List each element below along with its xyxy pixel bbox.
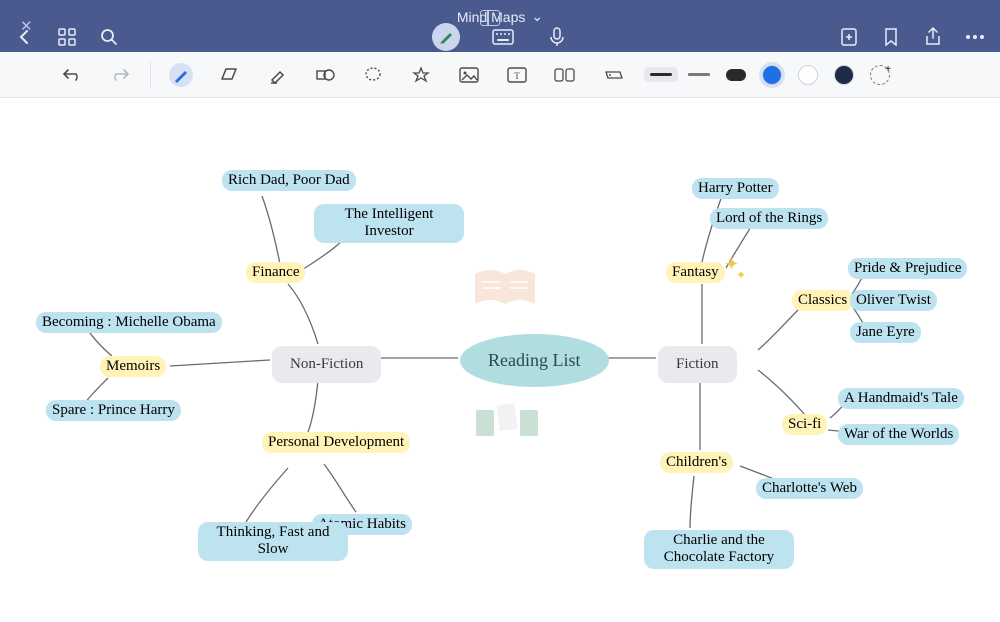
node-oliver[interactable]: Oliver Twist xyxy=(850,290,937,311)
bookmark-icon[interactable] xyxy=(880,26,902,48)
keyboard-icon[interactable] xyxy=(492,26,514,48)
node-charlie[interactable]: Charlie and the Chocolate Factory xyxy=(644,530,794,569)
elements-tool[interactable] xyxy=(553,63,577,87)
highlighter-tool[interactable] xyxy=(265,63,289,87)
node-classics[interactable]: Classics xyxy=(792,290,853,311)
shape-tool[interactable] xyxy=(313,63,337,87)
node-pride[interactable]: Pride & Prejudice xyxy=(848,258,967,279)
share-icon[interactable] xyxy=(922,26,944,48)
node-center[interactable]: Reading List xyxy=(460,334,609,387)
more-icon[interactable] xyxy=(964,26,986,48)
node-thinking[interactable]: Thinking, Fast and Slow xyxy=(198,522,348,561)
node-nonfiction[interactable]: Non-Fiction xyxy=(272,346,381,383)
node-scifi[interactable]: Sci-fi xyxy=(782,414,827,435)
text-tool[interactable]: T xyxy=(505,63,529,87)
node-richdad[interactable]: Rich Dad, Poor Dad xyxy=(222,170,356,191)
node-charlotte[interactable]: Charlotte's Web xyxy=(756,478,863,499)
ink-options xyxy=(650,65,890,85)
eraser-tool[interactable] xyxy=(217,63,241,87)
redo-button[interactable] xyxy=(108,63,132,87)
node-intelligent[interactable]: The Intelligent Investor xyxy=(314,204,464,243)
node-fiction[interactable]: Fiction xyxy=(658,346,737,383)
node-fantasy[interactable]: Fantasy xyxy=(666,262,725,283)
books-icon xyxy=(472,400,544,447)
toolbar: T xyxy=(0,52,1000,98)
stroke-med[interactable] xyxy=(688,73,710,76)
node-jane[interactable]: Jane Eyre xyxy=(850,322,921,343)
node-memoirs[interactable]: Memoirs xyxy=(100,356,166,377)
stroke-thin[interactable] xyxy=(650,73,672,76)
node-becoming[interactable]: Becoming : Michelle Obama xyxy=(36,312,222,333)
pen-tool[interactable] xyxy=(169,63,193,87)
nav-row xyxy=(0,22,1000,52)
node-war[interactable]: War of the Worlds xyxy=(838,424,959,445)
node-lotr[interactable]: Lord of the Rings xyxy=(710,208,828,229)
grid-icon[interactable] xyxy=(56,26,78,48)
topbar: ✕ Mind Maps ⌄ xyxy=(0,0,1000,52)
sticker-tool[interactable] xyxy=(409,63,433,87)
stroke-thick[interactable] xyxy=(726,69,746,81)
pen-mode-button[interactable] xyxy=(432,23,460,51)
color-blue[interactable] xyxy=(762,65,782,85)
tape-tool[interactable] xyxy=(601,63,625,87)
node-personaldev[interactable]: Personal Development xyxy=(262,432,410,453)
add-page-icon[interactable] xyxy=(838,26,860,48)
image-tool[interactable] xyxy=(457,63,481,87)
svg-text:T: T xyxy=(514,71,520,81)
canvas[interactable]: Reading List Non-Fiction Fiction ✦ ✦ ✧ F… xyxy=(0,98,1000,622)
node-childrens[interactable]: Children's xyxy=(660,452,733,473)
back-button[interactable] xyxy=(14,26,36,48)
mic-icon[interactable] xyxy=(546,26,568,48)
color-add[interactable] xyxy=(870,65,890,85)
undo-button[interactable] xyxy=(60,63,84,87)
open-book-icon xyxy=(470,264,540,319)
node-harry[interactable]: Harry Potter xyxy=(692,178,779,199)
node-handmaid[interactable]: A Handmaid's Tale xyxy=(838,388,964,409)
color-white[interactable] xyxy=(798,65,818,85)
search-icon[interactable] xyxy=(98,26,120,48)
node-spare[interactable]: Spare : Prince Harry xyxy=(46,400,181,421)
node-finance[interactable]: Finance xyxy=(246,262,305,283)
sparkle-icon: ✦ xyxy=(736,268,746,282)
color-navy[interactable] xyxy=(834,65,854,85)
toolbar-separator xyxy=(150,62,151,88)
lasso-tool[interactable] xyxy=(361,63,385,87)
